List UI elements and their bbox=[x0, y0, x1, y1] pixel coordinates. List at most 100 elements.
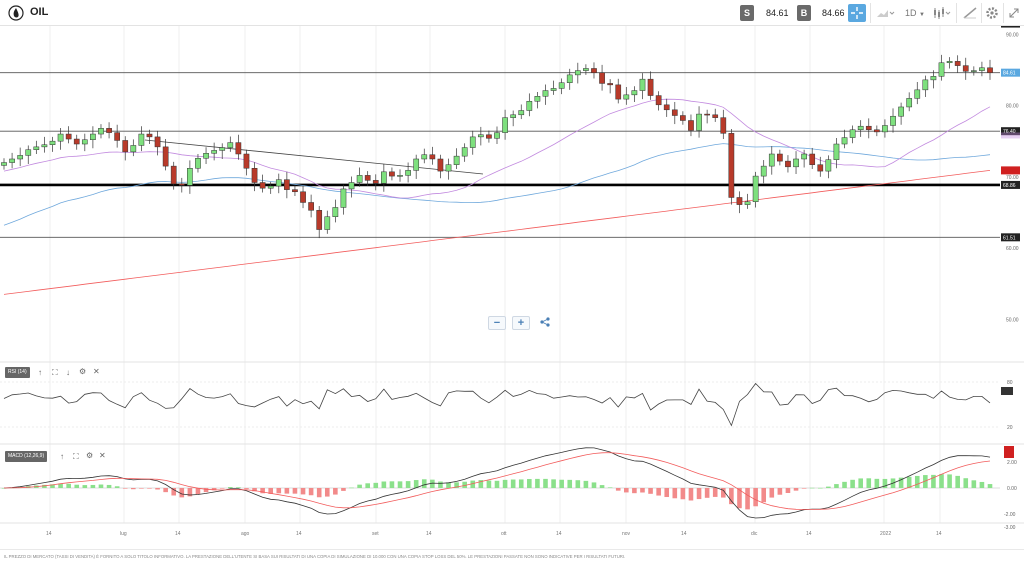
candle-body bbox=[930, 76, 937, 81]
macd-bar bbox=[785, 488, 791, 493]
toolbar-divider bbox=[1003, 3, 1004, 23]
macd-tick-neg3: -3.00 bbox=[1004, 525, 1016, 531]
instrument-logo-icon bbox=[8, 5, 24, 21]
macd-bar bbox=[720, 488, 726, 498]
move-up-icon[interactable]: ↑ bbox=[60, 452, 64, 461]
expand-icon[interactable]: ⛶ bbox=[73, 452, 79, 461]
macd-bar bbox=[211, 488, 217, 491]
move-down-icon[interactable]: ↓ bbox=[66, 368, 70, 377]
chart-type-button[interactable] bbox=[874, 4, 898, 22]
candle-body bbox=[566, 74, 573, 83]
macd-bar bbox=[324, 488, 330, 497]
macd-bar bbox=[470, 480, 476, 488]
candle-body bbox=[267, 185, 274, 189]
trendline[interactable] bbox=[144, 139, 484, 175]
candle-body bbox=[162, 146, 169, 167]
candle-body bbox=[437, 158, 444, 172]
sell-badge[interactable]: S bbox=[740, 5, 754, 21]
macd-bar bbox=[252, 488, 257, 492]
timeframe-dropdown[interactable]: 1D ▼ bbox=[902, 4, 928, 22]
candle-body bbox=[284, 179, 290, 190]
rsi-label[interactable]: RSI (14) bbox=[5, 367, 30, 378]
macd-bar bbox=[882, 478, 888, 488]
crosshair-button[interactable] bbox=[848, 4, 866, 22]
macd-bar bbox=[914, 475, 920, 488]
time-label: lug bbox=[120, 531, 127, 537]
candle-body bbox=[219, 147, 226, 151]
candle-body bbox=[397, 175, 403, 177]
sell-price[interactable]: 84.61 bbox=[766, 8, 789, 18]
macd-bar bbox=[147, 488, 152, 489]
buy-price[interactable]: 84.66 bbox=[822, 8, 845, 18]
rsi-tick-80: 80 bbox=[1007, 380, 1013, 386]
candle-body bbox=[122, 140, 129, 153]
candle-body bbox=[429, 154, 436, 160]
candle-body bbox=[631, 90, 638, 96]
price-tag bbox=[1001, 127, 1020, 136]
settings-icon[interactable]: ⚙ bbox=[79, 367, 87, 376]
candle-body bbox=[777, 153, 783, 162]
share-button[interactable] bbox=[536, 316, 554, 330]
macd-bar bbox=[349, 487, 354, 489]
macd-bar bbox=[672, 488, 678, 499]
candle-body bbox=[671, 109, 678, 116]
macd-bar bbox=[292, 488, 298, 494]
macd-bar bbox=[599, 485, 605, 488]
macd-bar bbox=[761, 488, 767, 503]
candle-body bbox=[744, 201, 751, 205]
settings-icon[interactable]: ⚙ bbox=[86, 451, 94, 460]
buy-badge[interactable]: B bbox=[797, 5, 811, 21]
close-icon[interactable]: ✕ bbox=[99, 451, 106, 460]
macd-label[interactable]: MACD (12,26,9) bbox=[5, 451, 48, 462]
close-icon[interactable]: ✕ bbox=[93, 367, 100, 376]
candle-body bbox=[938, 62, 945, 77]
macd-bar bbox=[826, 486, 831, 488]
candle-body bbox=[292, 189, 298, 193]
zoom-in-button[interactable]: + bbox=[512, 316, 530, 330]
macd-bar bbox=[632, 488, 637, 494]
candle-body bbox=[639, 78, 646, 91]
vertical-grid bbox=[49, 26, 941, 523]
candle-body bbox=[502, 117, 508, 133]
macd-bar bbox=[430, 479, 435, 488]
macd-bar bbox=[947, 474, 952, 488]
macd-bar bbox=[66, 483, 71, 488]
candle-body bbox=[865, 125, 872, 131]
draw-tools-button[interactable] bbox=[960, 4, 980, 22]
chevron-down-icon: ▼ bbox=[919, 12, 925, 18]
macd-bar bbox=[769, 488, 775, 498]
zoom-out-button[interactable]: − bbox=[488, 316, 506, 330]
macd-bar bbox=[607, 487, 613, 488]
macd-bar bbox=[179, 488, 185, 498]
candle-body bbox=[340, 188, 347, 208]
macd-bar bbox=[688, 488, 694, 501]
macd-bar bbox=[462, 481, 467, 488]
macd-bar bbox=[987, 484, 993, 488]
macd-bar bbox=[446, 482, 451, 488]
move-up-icon[interactable]: ↑ bbox=[38, 368, 42, 377]
ma-value-tag bbox=[1001, 166, 1020, 175]
fullscreen-button[interactable] bbox=[1007, 4, 1021, 22]
candle-body bbox=[405, 170, 411, 176]
candle-body bbox=[251, 168, 258, 183]
settings-button[interactable] bbox=[984, 4, 1000, 22]
time-label: 14 bbox=[681, 531, 687, 537]
candles-button[interactable] bbox=[930, 4, 954, 22]
macd-bar bbox=[268, 488, 274, 494]
candle-body bbox=[655, 95, 662, 106]
settings-icon bbox=[986, 7, 998, 19]
candle-body bbox=[680, 115, 686, 121]
crosshair-icon bbox=[851, 7, 863, 19]
candle-body bbox=[591, 68, 597, 73]
candle-body bbox=[461, 147, 468, 157]
candle-body bbox=[962, 65, 969, 72]
candle-body bbox=[130, 145, 137, 153]
rsi-line bbox=[3, 382, 991, 427]
macd-bar bbox=[527, 479, 532, 488]
candle-body bbox=[736, 197, 743, 205]
macd-bar bbox=[567, 479, 573, 488]
candle-body bbox=[857, 125, 864, 131]
candle-body bbox=[235, 142, 242, 155]
expand-icon[interactable]: ⛶ bbox=[52, 368, 58, 377]
price-chart[interactable]: 90.00 80.00 70.00 60.00 50.00 91.50 84.61 76.40… bbox=[0, 26, 1024, 549]
